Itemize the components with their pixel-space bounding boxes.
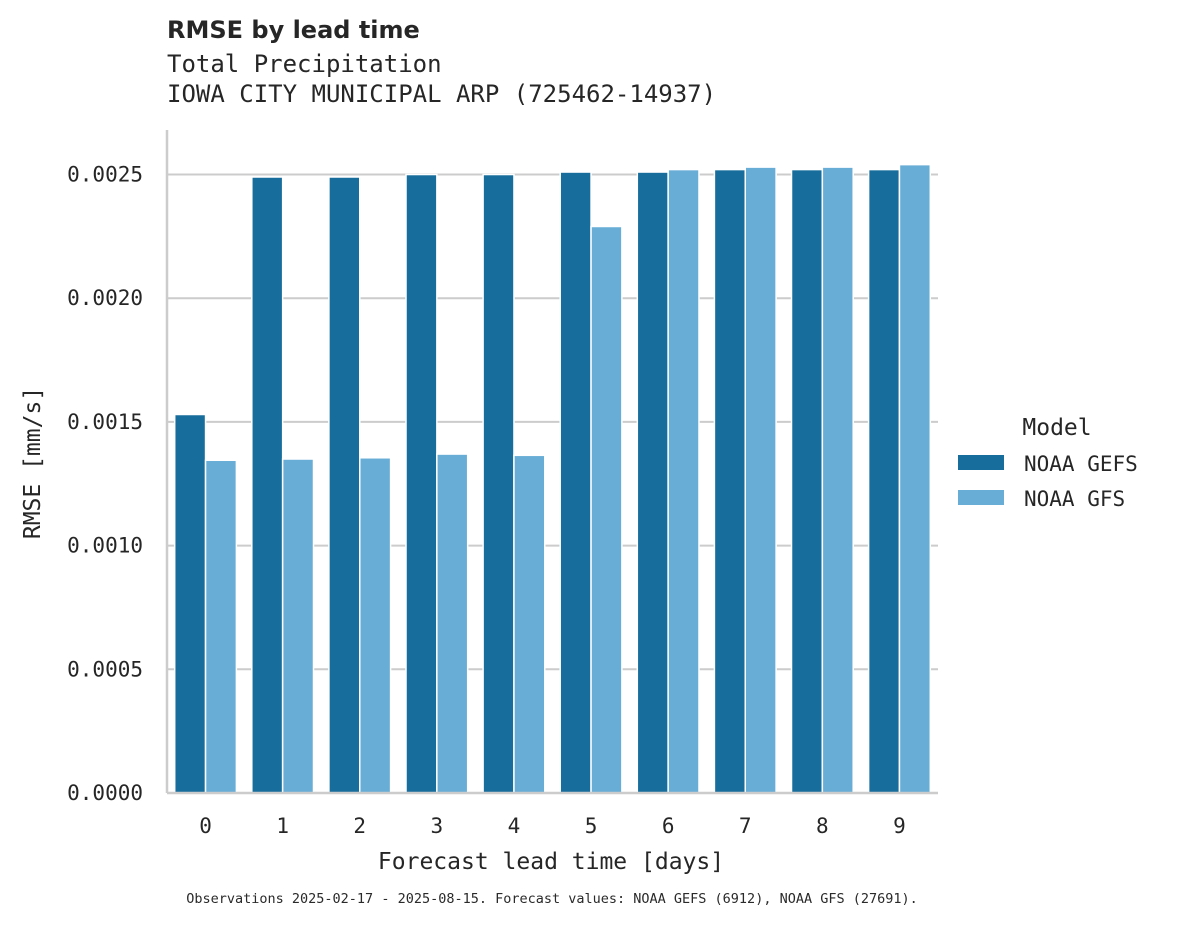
legend-title: Model: [1022, 415, 1091, 441]
y-tick-label-5: 0.0025: [67, 163, 143, 187]
x-tick-label-7: 7: [739, 814, 752, 838]
y-tick-label-1: 0.0005: [67, 657, 143, 681]
legend-swatch-noaa-gefs: [958, 455, 1004, 470]
bar-noaa-gefs-day-2: [328, 176, 361, 794]
legend-label-noaa-gefs: NOAA GEFS: [1024, 452, 1138, 476]
x-tick-labels: 0 1 2 3 4 5 6 7 8 9: [199, 814, 906, 838]
x-tick-label-1: 1: [276, 814, 289, 838]
y-tick-label-0: 0.0000: [67, 781, 143, 805]
y-tick-label-4: 0.0020: [67, 286, 143, 310]
legend-swatch-noaa-gfs: [958, 490, 1004, 505]
y-tick-label-3: 0.0015: [67, 410, 143, 434]
y-tick-labels: 0.0000 0.0005 0.0010 0.0015 0.0020 0.0025: [67, 163, 143, 805]
x-tick-label-5: 5: [585, 814, 598, 838]
chart-subtitle-station: IOWA CITY MUNICIPAL ARP (725462-14937): [167, 80, 717, 108]
y-axis-label: RMSE [mm/s]: [20, 387, 46, 539]
bar-noaa-gefs-day-1: [251, 176, 284, 794]
x-tick-label-9: 9: [893, 814, 906, 838]
chart-title: RMSE by lead time: [167, 16, 420, 44]
bar-noaa-gefs-day-4: [482, 173, 515, 794]
bar-noaa-gfs-day-8: [821, 166, 854, 794]
bar-noaa-gefs-day-9: [867, 168, 901, 794]
bar-noaa-gefs-day-6: [636, 171, 669, 794]
bar-noaa-gefs-day-7: [713, 168, 746, 794]
bar-noaa-gfs-day-1: [281, 458, 315, 794]
axes: [165, 130, 938, 795]
bar-noaa-gfs-day-2: [359, 457, 392, 794]
x-tick-label-0: 0: [199, 814, 212, 838]
bar-noaa-gfs-day-6: [667, 168, 700, 794]
y-tick-label-2: 0.0010: [67, 534, 143, 558]
bar-noaa-gefs-day-3: [405, 173, 438, 794]
bar-noaa-gfs-day-4: [513, 454, 546, 794]
bar-noaa-gfs-day-3: [436, 453, 469, 794]
chart-subtitle-variable: Total Precipitation: [167, 50, 442, 78]
bar-noaa-gfs-day-7: [744, 166, 777, 794]
bars: [173, 163, 932, 794]
legend: Model NOAA GEFS NOAA GFS: [958, 415, 1138, 511]
x-tick-label-8: 8: [816, 814, 829, 838]
bar-noaa-gfs-day-9: [898, 163, 932, 794]
x-tick-label-6: 6: [662, 814, 675, 838]
bar-noaa-gefs-day-0: [173, 413, 207, 794]
bar-noaa-gfs-day-0: [204, 459, 238, 794]
x-tick-label-3: 3: [431, 814, 444, 838]
bar-noaa-gefs-day-5: [559, 171, 592, 794]
bar-noaa-gfs-day-5: [590, 225, 623, 794]
footer-note: Observations 2025-02-17 - 2025-08-15. Fo…: [186, 891, 918, 907]
x-tick-label-4: 4: [508, 814, 521, 838]
x-axis-label: Forecast lead time [days]: [378, 849, 724, 875]
x-tick-label-2: 2: [353, 814, 366, 838]
legend-label-noaa-gfs: NOAA GFS: [1024, 487, 1125, 511]
bar-noaa-gefs-day-8: [790, 168, 824, 794]
